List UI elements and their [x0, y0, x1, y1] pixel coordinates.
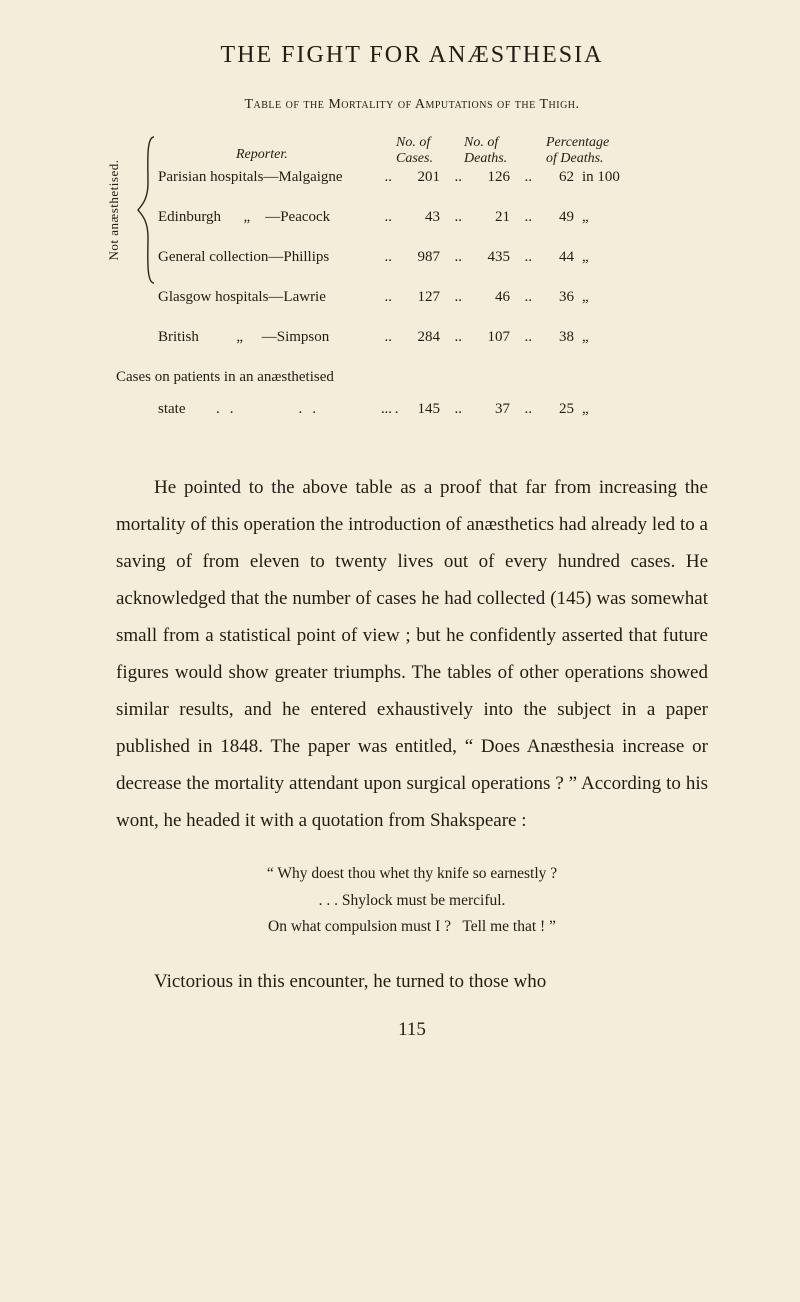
table-row: Glasgow hospitals—Lawrie .. 127 .. 46 ..… [116, 289, 708, 329]
body-paragraph: He pointed to the above table as a proof… [116, 469, 708, 839]
table-row: Cases on patients in an anæsthetised [116, 369, 708, 401]
quotation: “ Why doest thou whet thy knife so earne… [116, 861, 708, 940]
table-row: British „ —Simpson .. 284 .. 107 .. 38 „ [116, 329, 708, 369]
page: THE FIGHT FOR ANÆSTHESIA Table of the Mo… [0, 0, 800, 1302]
table-row: General collection—Phillips .. 987 .. 43… [116, 249, 708, 289]
page-title: THE FIGHT FOR ANÆSTHESIA [116, 42, 708, 69]
table-caption: Table of the Mortality of Amputations of… [116, 97, 708, 113]
body-paragraph-2: Victorious in this encounter, he turned … [116, 963, 708, 1000]
table-row: state .. .. .. .. 145 .. 37 .. 25 „ [116, 401, 708, 441]
table-row: Parisian hospitals—Malgaigne .. 201 .. 1… [116, 169, 708, 209]
table-row: Edinburgh „ —Peacock .. 43 .. 21 .. 49 „ [116, 209, 708, 249]
page-number: 115 [116, 1019, 708, 1041]
mortality-table: Reporter. No. of Cases. No. of Deaths. P… [116, 135, 708, 441]
